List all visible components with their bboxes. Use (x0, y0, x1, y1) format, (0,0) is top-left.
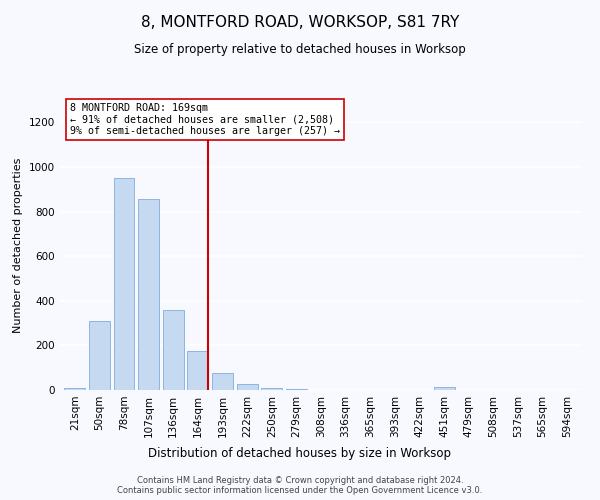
Bar (212, 372, 233, 390)
Bar (64, 388, 85, 390)
Bar (89, 322, 110, 390)
Text: 8, MONTFORD ROAD, WORKSOP, S81 7RY: 8, MONTFORD ROAD, WORKSOP, S81 7RY (141, 15, 459, 30)
Bar (261, 388, 282, 390)
Bar (113, 178, 134, 390)
Text: 8 MONTFORD ROAD: 169sqm
← 91% of detached houses are smaller (2,508)
9% of semi-: 8 MONTFORD ROAD: 169sqm ← 91% of detache… (70, 103, 340, 136)
Y-axis label: Number of detached properties: Number of detached properties (13, 158, 23, 332)
Text: Contains HM Land Registry data © Crown copyright and database right 2024.
Contai: Contains HM Land Registry data © Crown c… (118, 476, 482, 495)
Bar (138, 198, 159, 390)
Bar (236, 384, 257, 390)
Bar (163, 310, 184, 390)
Bar (434, 387, 455, 390)
Bar (187, 351, 208, 390)
Text: Distribution of detached houses by size in Worksop: Distribution of detached houses by size … (149, 448, 452, 460)
Text: Size of property relative to detached houses in Worksop: Size of property relative to detached ho… (134, 42, 466, 56)
